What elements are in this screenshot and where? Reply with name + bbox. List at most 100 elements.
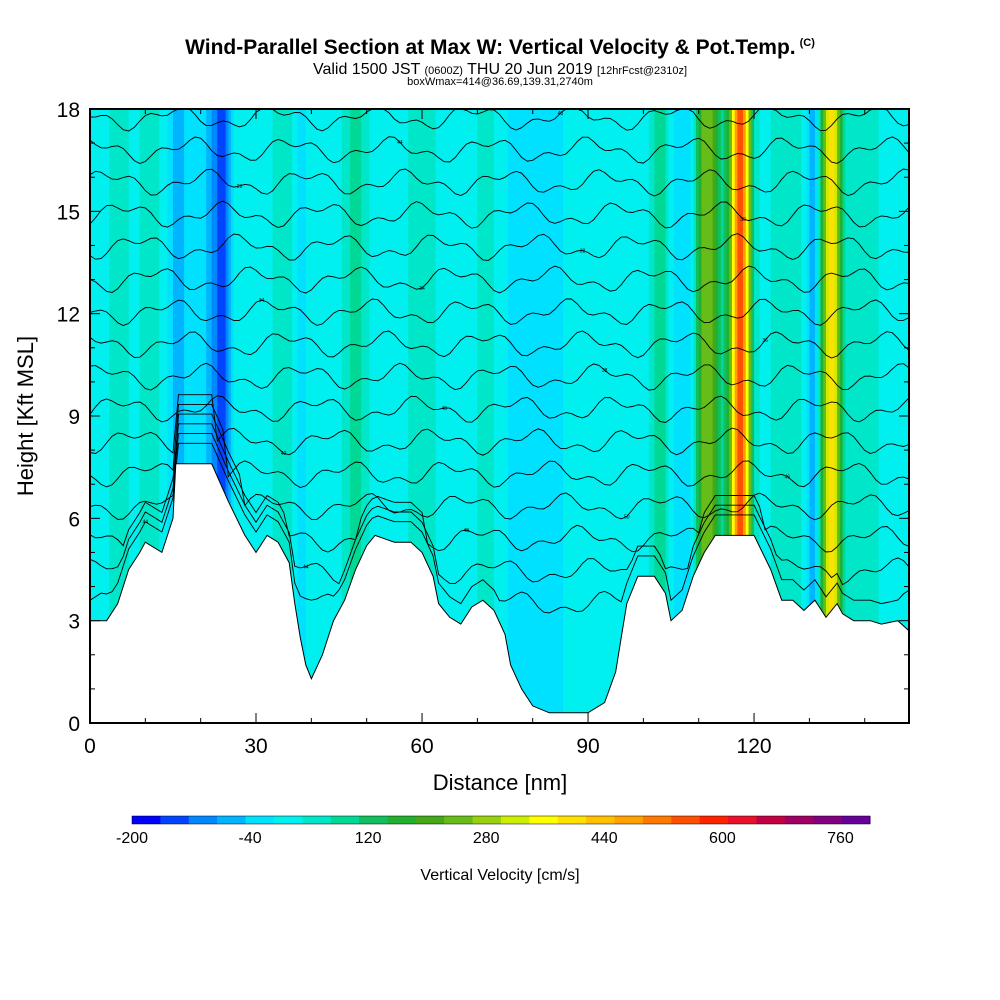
colorbar-label: Vertical Velocity [cm/s] — [420, 867, 579, 884]
velocity-cell — [673, 109, 678, 723]
velocity-cell — [137, 109, 141, 723]
x-tick-label: 30 — [244, 735, 267, 758]
contour-label: 48 — [464, 528, 470, 534]
velocity-cell — [549, 109, 553, 723]
velocity-cell — [604, 109, 609, 723]
velocity-cell — [560, 109, 564, 723]
velocity-cell — [341, 109, 346, 723]
velocity-cell — [842, 109, 846, 723]
velocity-cell — [516, 109, 520, 723]
title-text: Wind-Parallel Section at Max W: Vertical… — [185, 36, 796, 59]
velocity-cell — [621, 109, 625, 723]
velocity-cell — [134, 109, 138, 723]
velocity-cell — [701, 109, 705, 723]
contour-label: 46 — [784, 474, 790, 480]
velocity-cell — [247, 109, 252, 723]
velocity-cell — [839, 109, 844, 723]
velocity-cell — [626, 109, 631, 723]
velocity-cell — [195, 109, 199, 723]
velocity-cell — [632, 109, 636, 723]
velocity-cell — [875, 109, 880, 723]
velocity-cell — [756, 109, 761, 723]
velocity-cell — [507, 109, 512, 723]
velocity-cell — [181, 109, 185, 723]
theta-contour — [90, 136, 909, 164]
velocity-cell — [718, 109, 722, 723]
velocity-cell — [532, 109, 537, 723]
colorbar-swatch — [188, 816, 218, 824]
velocity-cell — [358, 109, 362, 723]
velocity-cell — [106, 109, 110, 723]
velocity-cell — [801, 109, 805, 723]
colorbar-swatch — [273, 816, 303, 824]
velocity-cell — [112, 109, 116, 723]
velocity-cell — [156, 109, 160, 723]
velocity-cell — [355, 109, 359, 723]
velocity-cell — [715, 109, 719, 723]
velocity-cell — [881, 109, 885, 723]
box-info: boxWmax=414@36.69,139.31,2740m — [407, 76, 593, 88]
velocity-cell — [720, 109, 725, 723]
velocity-cell — [648, 109, 653, 723]
velocity-cell — [391, 109, 395, 723]
velocity-cell — [394, 109, 398, 723]
velocity-cell — [231, 109, 235, 723]
colorbar-swatch — [330, 816, 360, 824]
velocity-cell — [593, 109, 597, 723]
velocity-cell — [737, 109, 741, 723]
velocity-cell — [131, 109, 135, 723]
colorbar-swatch — [302, 816, 332, 824]
contour-label: 34 — [419, 286, 425, 292]
x-tick-label: 90 — [576, 735, 599, 758]
velocity-cell — [676, 109, 680, 723]
velocity-cell — [272, 109, 276, 723]
velocity-cell — [150, 109, 155, 723]
velocity-cell — [278, 109, 282, 723]
velocity-cell — [831, 109, 835, 723]
velocity-cell — [687, 109, 692, 723]
velocity-cell — [884, 109, 888, 723]
velocity-cell — [837, 109, 841, 723]
velocity-cell — [300, 109, 304, 723]
copyright-mark: (C) — [799, 37, 815, 49]
velocity-cell — [607, 109, 611, 723]
velocity-cell — [778, 109, 783, 723]
velocity-cell — [294, 109, 299, 723]
velocity-cell — [803, 109, 808, 723]
velocity-cell — [336, 109, 340, 723]
velocity-cell — [242, 109, 246, 723]
velocity-cell — [878, 109, 882, 723]
colorbar-frame — [131, 815, 871, 825]
velocity-cell — [283, 109, 288, 723]
velocity-cell — [726, 109, 730, 723]
contour-label: 44 — [303, 565, 309, 571]
velocity-cell — [541, 109, 545, 723]
velocity-cell — [615, 109, 620, 723]
velocity-cell — [388, 109, 393, 723]
velocity-cell — [469, 109, 473, 723]
theta-contour — [90, 403, 909, 488]
theta-contour — [90, 298, 909, 326]
velocity-cell — [103, 109, 108, 723]
contour-label: 44 — [143, 520, 149, 526]
velocity-cell — [695, 109, 700, 723]
velocity-cell — [435, 109, 440, 723]
colorbar-swatch — [756, 816, 786, 824]
velocity-cell — [596, 109, 600, 723]
x-tick-label: 60 — [410, 735, 433, 758]
velocity-cell — [399, 109, 404, 723]
velocity-cell — [460, 109, 465, 723]
velocity-cell — [734, 109, 739, 723]
velocity-cell — [610, 109, 614, 723]
theta-contour — [90, 413, 909, 521]
contour-label: 30 — [740, 217, 746, 223]
velocity-cell — [496, 109, 501, 723]
colorbar-swatch — [444, 816, 474, 824]
velocity-cell — [173, 109, 177, 723]
velocity-cell — [419, 109, 423, 723]
velocity-cell — [289, 109, 293, 723]
velocity-cell — [787, 109, 791, 723]
colorbar-tick-label: 760 — [827, 830, 854, 847]
